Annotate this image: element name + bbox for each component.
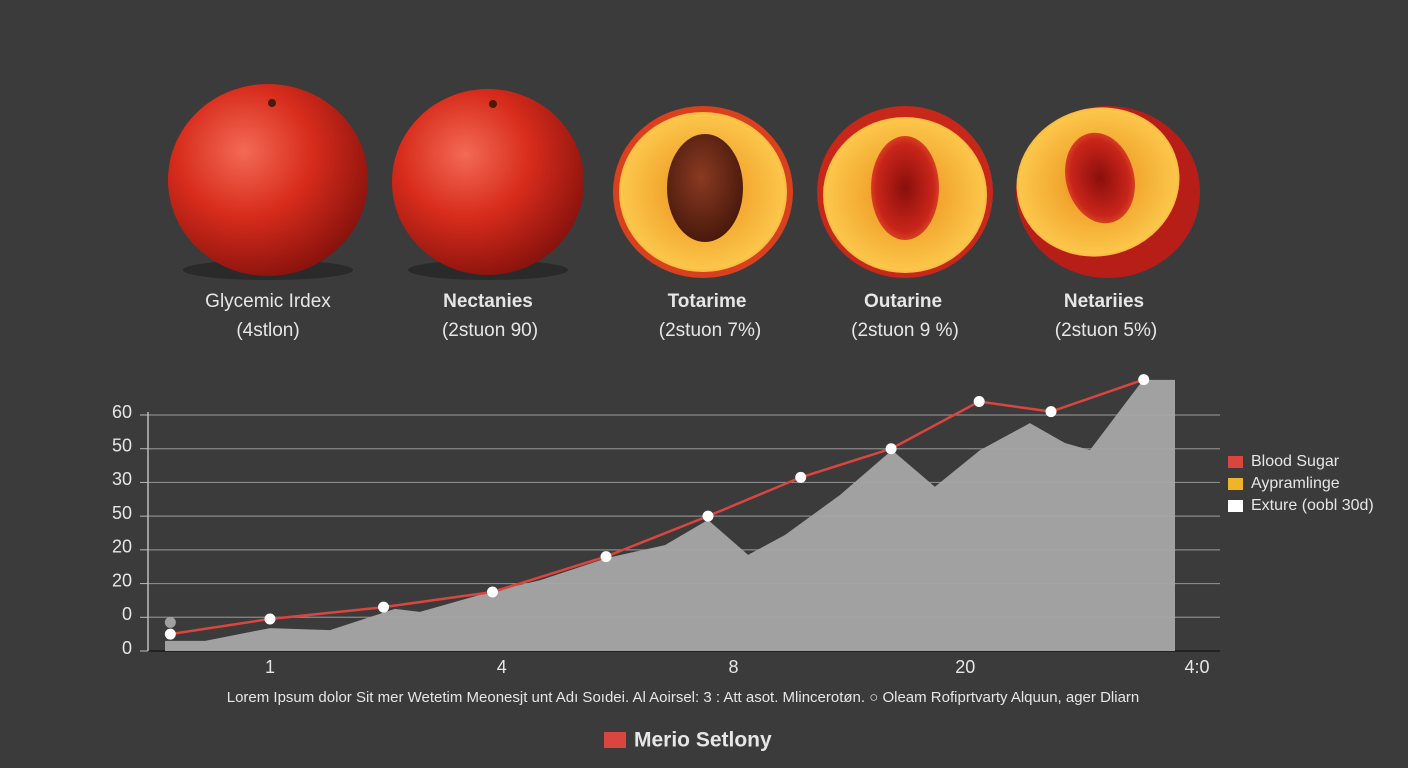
x-tick-label: 4:0 bbox=[1185, 657, 1210, 677]
x-tick-label: 1 bbox=[265, 657, 275, 677]
legend-swatch bbox=[1228, 478, 1243, 490]
fruit-note: (4stlon) bbox=[236, 320, 299, 341]
x-tick-label: 20 bbox=[955, 657, 975, 677]
x-tick-label: 4 bbox=[497, 657, 507, 677]
fruit-name: Outarine bbox=[864, 291, 942, 312]
y-tick-label: 0 bbox=[122, 604, 132, 624]
y-tick-label: 60 bbox=[112, 402, 132, 422]
y-tick-label: 50 bbox=[112, 503, 132, 523]
y-tick-label: 20 bbox=[112, 570, 132, 590]
fruit-name: Totarime bbox=[668, 291, 747, 312]
fruit-note: (2stuon 7%) bbox=[659, 320, 761, 341]
y-tick-label: 30 bbox=[112, 469, 132, 489]
point bbox=[164, 616, 176, 628]
point bbox=[378, 601, 390, 613]
area bbox=[165, 379, 1175, 651]
legend-label: Blood Sugar bbox=[1251, 453, 1340, 470]
point bbox=[1045, 406, 1057, 418]
fruit-note: (2stuon 9 %) bbox=[851, 320, 959, 341]
legend-swatch bbox=[1228, 500, 1243, 512]
point bbox=[795, 471, 807, 483]
y-tick-label: 20 bbox=[112, 537, 132, 557]
legend-swatch bbox=[604, 732, 626, 748]
y-tick-label: 50 bbox=[112, 435, 132, 455]
y-tick-label: 0 bbox=[122, 638, 132, 658]
legend-label: Exture (oobl 30d) bbox=[1251, 497, 1374, 514]
point bbox=[486, 586, 498, 598]
caption: Lorem Ipsum dolor Sit mer Wetetim Meones… bbox=[227, 689, 1140, 706]
point bbox=[885, 443, 897, 455]
legend-swatch bbox=[1228, 456, 1243, 468]
fruit-note: (2stuon 90) bbox=[442, 320, 538, 341]
fruit-name: Glycemic Irdex bbox=[205, 291, 331, 312]
fruit-images bbox=[168, 84, 1200, 280]
legend-label: Merio Setlony bbox=[634, 729, 772, 752]
point bbox=[702, 510, 714, 522]
chart: 0 0 20 20 50 30 50 60 1 4 8 20 4:0 Blood Sugar Aypraml… bbox=[112, 374, 1374, 752]
x-tick-label: 8 bbox=[728, 657, 738, 677]
fruit-image bbox=[168, 84, 368, 276]
fruit-note: (2stuon 5%) bbox=[1055, 320, 1157, 341]
point bbox=[1138, 374, 1150, 386]
point bbox=[164, 628, 176, 640]
fruit-name: Netariies bbox=[1064, 291, 1144, 312]
point bbox=[264, 613, 276, 625]
point bbox=[600, 551, 612, 563]
legend-label: Aypramlinge bbox=[1251, 475, 1340, 492]
fruit-name: Nectanies bbox=[443, 291, 533, 312]
fruit-image bbox=[392, 89, 584, 275]
point bbox=[973, 396, 985, 408]
